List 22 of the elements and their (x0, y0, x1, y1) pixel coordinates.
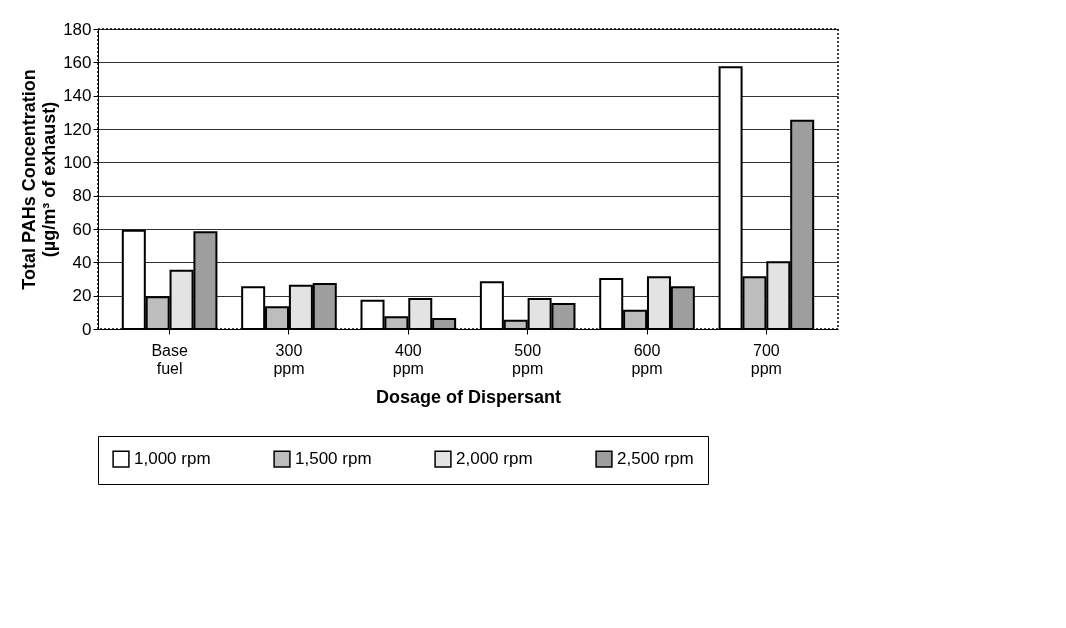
x-tick-label: 300 ppm (273, 341, 305, 377)
y-tick-label: 20 (72, 286, 92, 306)
y-tick-label: 60 (72, 219, 92, 239)
y-tick-label: 40 (72, 252, 92, 272)
legend-label: 2,500 rpm (617, 449, 694, 469)
y-tick-label: 160 (63, 52, 92, 72)
y-axis-title: Total PAHs Concentration (µg/m³ of exhaust) (19, 69, 60, 290)
x-tick-label: 700 ppm (750, 341, 782, 377)
x-tick-label: 400 ppm (392, 341, 424, 377)
y-tick-label: 120 (63, 119, 92, 139)
x-tick-label: Base fuel (151, 341, 188, 377)
y-tick-label: 80 (72, 186, 92, 206)
legend-label: 1,000 rpm (134, 449, 211, 469)
x-tick-label: 500 ppm (512, 341, 544, 377)
x-axis-title: Dosage of Dispersant (375, 386, 562, 407)
y-tick-label: 0 (82, 319, 92, 339)
legend-label: 2,000 rpm (456, 449, 533, 469)
y-tick-label: 140 (63, 86, 92, 106)
y-tick-label: 100 (63, 152, 92, 172)
legend-label: 1,500 rpm (295, 449, 372, 469)
y-tick-label: 180 (63, 19, 92, 39)
x-tick-label: 600 ppm (631, 341, 663, 377)
